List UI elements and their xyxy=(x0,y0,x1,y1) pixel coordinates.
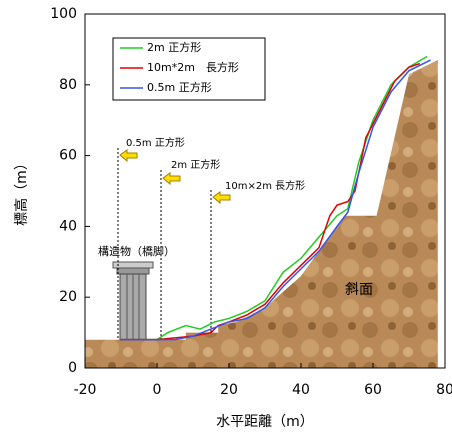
y-tick-label: 100 xyxy=(50,6,77,22)
x-axis-label: 水平距離（m） xyxy=(216,413,314,430)
y-tick-label: 0 xyxy=(68,360,77,376)
annotation: 0.5m 正方形 xyxy=(126,136,185,149)
legend-label: 10m*2m 長方形 xyxy=(147,60,239,74)
annotation: 斜面 xyxy=(345,282,373,298)
y-tick-label: 60 xyxy=(59,148,77,164)
x-tick-label: 80 xyxy=(436,382,452,398)
y-tick-label: 40 xyxy=(59,218,77,234)
y-tick-label: 80 xyxy=(59,77,77,93)
y-tick-label: 20 xyxy=(59,289,77,305)
annotation: 2m 正方形 xyxy=(171,158,220,171)
x-tick-label: 60 xyxy=(364,382,382,398)
x-tick-label: 0 xyxy=(153,382,162,398)
x-tick-label: 20 xyxy=(220,382,238,398)
x-tick-label: 40 xyxy=(292,382,310,398)
y-axis-label: 標高（m） xyxy=(13,156,30,226)
annotation: 構造物（橋脚） xyxy=(98,244,175,258)
legend-label: 2m 正方形 xyxy=(147,40,201,54)
x-tick-label: -20 xyxy=(74,382,97,398)
chart: 0.5m 正方形 2m 正方形 10m×2m 長方形 構造物（橋脚） 斜面 水平… xyxy=(0,0,452,435)
legend-label: 0.5m 正方形 xyxy=(147,80,212,94)
annotation: 10m×2m 長方形 xyxy=(225,179,305,192)
